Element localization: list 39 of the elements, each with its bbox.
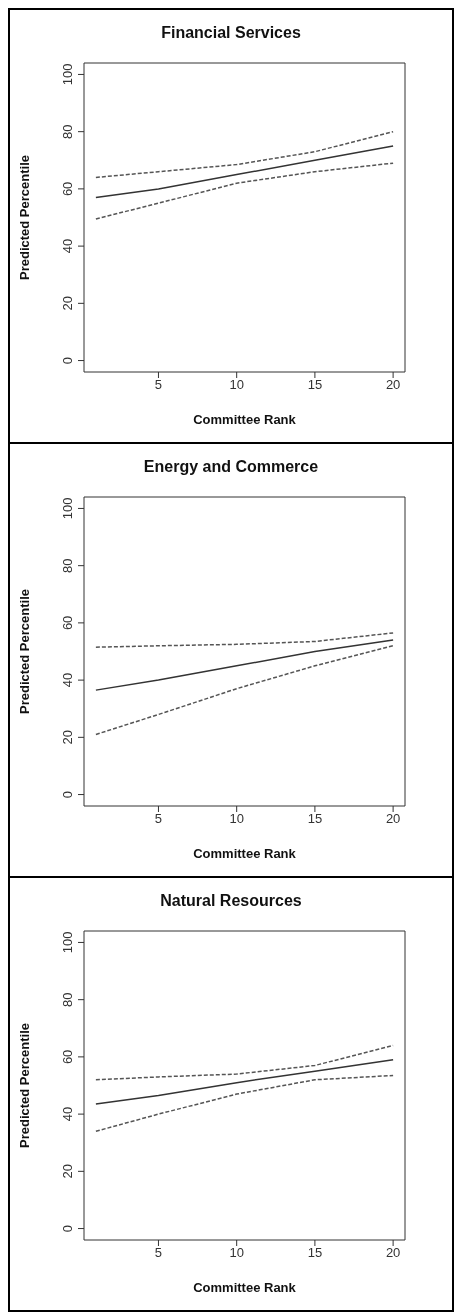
y-axis-title: Predicted Percentile [16,1023,32,1148]
y-tick-label: 40 [60,1106,75,1122]
x-tick-label: 10 [229,811,244,827]
x-tick-label: 15 [307,377,323,393]
chart-title: Natural Resources [159,892,303,910]
x-tick-label: 20 [385,811,401,827]
y-tick-label: 100 [60,497,75,520]
chart-title: Financial Services [160,24,302,42]
y-tick-label: 20 [60,730,75,745]
x-tick-label: 15 [307,1245,323,1261]
y-tick-label: 0 [60,356,75,365]
y-tick-label: 60 [60,615,75,631]
y-axis-title: Predicted Percentile [16,589,32,714]
x-tick-label: 15 [307,811,323,827]
x-axis-title: Committee Rank [193,412,297,427]
y-tick-label: 0 [60,790,75,799]
chart-title: Energy and Commerce [142,458,320,476]
y-tick-label: 60 [60,1049,75,1065]
y-tick-label: 0 [60,1224,75,1233]
y-tick-label: 100 [60,63,75,86]
y-tick-label: 40 [60,238,75,254]
y-tick-label: 60 [60,181,75,197]
y-tick-label: 40 [60,672,75,688]
x-axis-title: Committee Rank [193,846,297,861]
y-tick-label: 80 [60,124,75,139]
x-tick-label: 5 [154,811,163,827]
x-tick-label: 20 [385,1245,401,1261]
y-axis-title: Predicted Percentile [16,155,32,280]
x-tick-label: 5 [154,1245,163,1261]
x-tick-label: 5 [154,377,163,393]
x-tick-label: 10 [229,377,244,393]
y-tick-label: 20 [60,1164,75,1179]
y-tick-label: 100 [60,931,75,954]
x-tick-label: 10 [229,1245,244,1261]
x-tick-label: 20 [385,377,401,393]
y-tick-label: 80 [60,992,75,1007]
y-tick-label: 20 [60,296,75,311]
y-tick-label: 80 [60,558,75,573]
x-axis-title: Committee Rank [193,1280,297,1295]
